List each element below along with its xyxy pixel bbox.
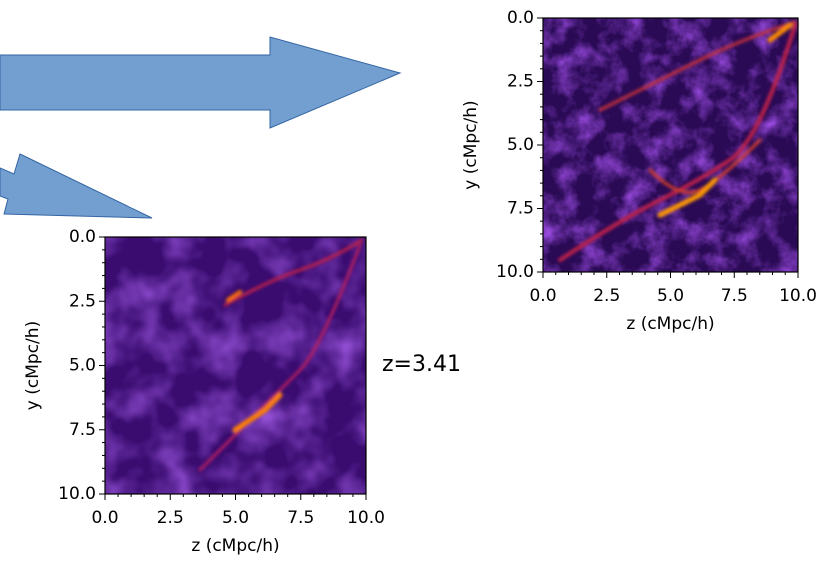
x-tick-label: 0.0 — [529, 286, 556, 306]
x-tick-label: 10.0 — [779, 286, 817, 306]
redshift-label: z=3.41 — [382, 352, 461, 377]
y-tick-label: 7.5 — [507, 199, 534, 219]
x-tick-label: 7.5 — [721, 286, 748, 306]
x-tick-label: 0.0 — [91, 508, 118, 528]
y-axis-label: y (cMpc/h) — [23, 321, 43, 410]
y-tick-label: 10.0 — [496, 262, 534, 282]
density-map — [105, 237, 366, 494]
x-tick-label: 2.5 — [157, 508, 184, 528]
arrow — [0, 153, 153, 219]
density-map — [543, 18, 798, 272]
y-tick-label: 2.5 — [507, 72, 534, 92]
y-tick-label: 5.0 — [507, 135, 534, 155]
x-tick-label: 5.0 — [222, 508, 249, 528]
y-tick-label: 5.0 — [69, 356, 96, 376]
y-tick-label: 0.0 — [69, 227, 96, 247]
x-tick-label: 10.0 — [347, 508, 385, 528]
y-axis-label: y (cMpc/h) — [461, 100, 481, 189]
x-tick-label: 7.5 — [287, 508, 314, 528]
x-axis-label: z (cMpc/h) — [626, 314, 714, 334]
y-tick-label: 2.5 — [69, 291, 96, 311]
x-tick-label: 2.5 — [593, 286, 620, 306]
y-tick-label: 7.5 — [69, 420, 96, 440]
y-tick-label: 0.0 — [507, 8, 534, 28]
x-tick-label: 5.0 — [657, 286, 684, 306]
arrow — [0, 36, 402, 129]
y-tick-label: 10.0 — [58, 484, 96, 504]
x-axis-label: z (cMpc/h) — [191, 536, 279, 556]
